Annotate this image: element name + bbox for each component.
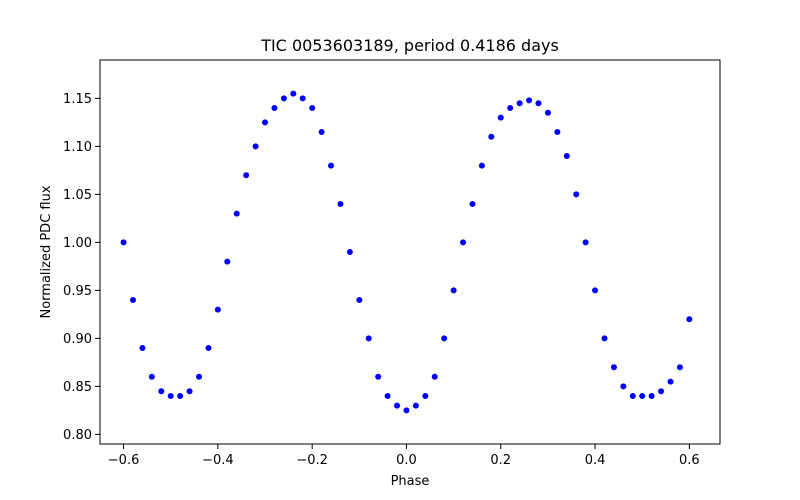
x-tick-label: 0.6: [679, 453, 700, 468]
data-point: [676, 364, 683, 371]
data-point: [328, 162, 335, 169]
data-point: [601, 335, 608, 342]
y-axis-ticks: 0.80 0.85 0.90 0.95 1.00 1.05 1.10 1.15: [63, 92, 100, 443]
data-point: [290, 90, 297, 97]
data-point: [120, 239, 127, 246]
data-point: [384, 393, 391, 399]
y-tick-label: 0.80: [63, 428, 92, 443]
data-point: [309, 105, 316, 111]
y-axis-label: Normalized PDC flux: [39, 185, 54, 318]
data-point: [497, 114, 504, 121]
y-tick-label: 1.00: [63, 236, 92, 251]
data-point: [243, 172, 250, 179]
data-points: [120, 90, 693, 414]
data-point: [346, 249, 353, 255]
data-point: [186, 388, 193, 395]
data-point: [431, 373, 438, 380]
data-point: [526, 97, 533, 104]
data-point: [375, 373, 382, 380]
data-point: [658, 388, 665, 395]
data-point: [365, 335, 372, 342]
data-point: [394, 402, 401, 409]
data-point: [460, 239, 467, 246]
data-point: [205, 345, 212, 351]
data-point: [148, 373, 155, 380]
data-point: [507, 105, 514, 111]
data-point: [214, 306, 221, 313]
data-point: [516, 100, 523, 107]
y-tick-label: 0.90: [63, 332, 92, 347]
x-axis-ticks: −0.6 −0.4 −0.2 0.0 0.2 0.4 0.6: [108, 444, 700, 468]
data-point: [441, 335, 448, 342]
data-point: [469, 201, 476, 207]
y-tick-label: 1.05: [63, 188, 92, 203]
data-point: [488, 133, 495, 140]
data-point: [535, 100, 542, 107]
data-point: [158, 388, 165, 395]
data-point: [686, 316, 693, 323]
data-point: [573, 191, 580, 198]
data-point: [412, 402, 419, 409]
data-point: [478, 162, 485, 169]
x-tick-label: −0.6: [108, 453, 140, 468]
data-point: [130, 297, 137, 303]
data-point: [271, 105, 278, 111]
data-point: [196, 373, 203, 380]
x-tick-label: −0.2: [296, 453, 328, 468]
data-point: [629, 393, 636, 399]
x-tick-label: −0.4: [202, 453, 234, 468]
y-tick-label: 1.10: [63, 140, 92, 155]
data-point: [262, 119, 269, 126]
data-point: [233, 210, 240, 217]
data-point: [224, 258, 231, 265]
data-point: [667, 378, 674, 385]
data-point: [280, 95, 287, 102]
data-point: [563, 153, 570, 159]
data-point: [648, 393, 655, 399]
data-point: [318, 129, 325, 135]
data-point: [582, 239, 589, 246]
data-point: [299, 95, 306, 102]
data-point: [544, 109, 551, 116]
data-point: [554, 129, 561, 135]
data-point: [337, 201, 344, 207]
plot-area-frame: [99, 59, 721, 445]
x-tick-label: 0.4: [585, 453, 606, 468]
x-axis-label: Phase: [391, 474, 430, 489]
y-tick-label: 0.85: [63, 380, 92, 395]
data-point: [610, 364, 617, 371]
x-tick-label: 0.0: [396, 453, 417, 468]
chart-title: TIC 0053603189, period 0.4186 days: [260, 36, 559, 55]
x-tick-label: 0.2: [490, 453, 511, 468]
data-point: [167, 393, 174, 399]
data-point: [403, 407, 410, 414]
data-point: [450, 287, 457, 294]
data-point: [620, 383, 627, 390]
y-tick-label: 1.15: [63, 92, 92, 107]
data-point: [139, 345, 146, 351]
data-point: [356, 297, 363, 303]
data-point: [252, 143, 259, 150]
data-point: [639, 393, 646, 399]
data-point: [592, 287, 599, 294]
data-point: [422, 393, 429, 399]
data-point: [177, 393, 184, 399]
y-tick-label: 0.95: [63, 284, 92, 299]
